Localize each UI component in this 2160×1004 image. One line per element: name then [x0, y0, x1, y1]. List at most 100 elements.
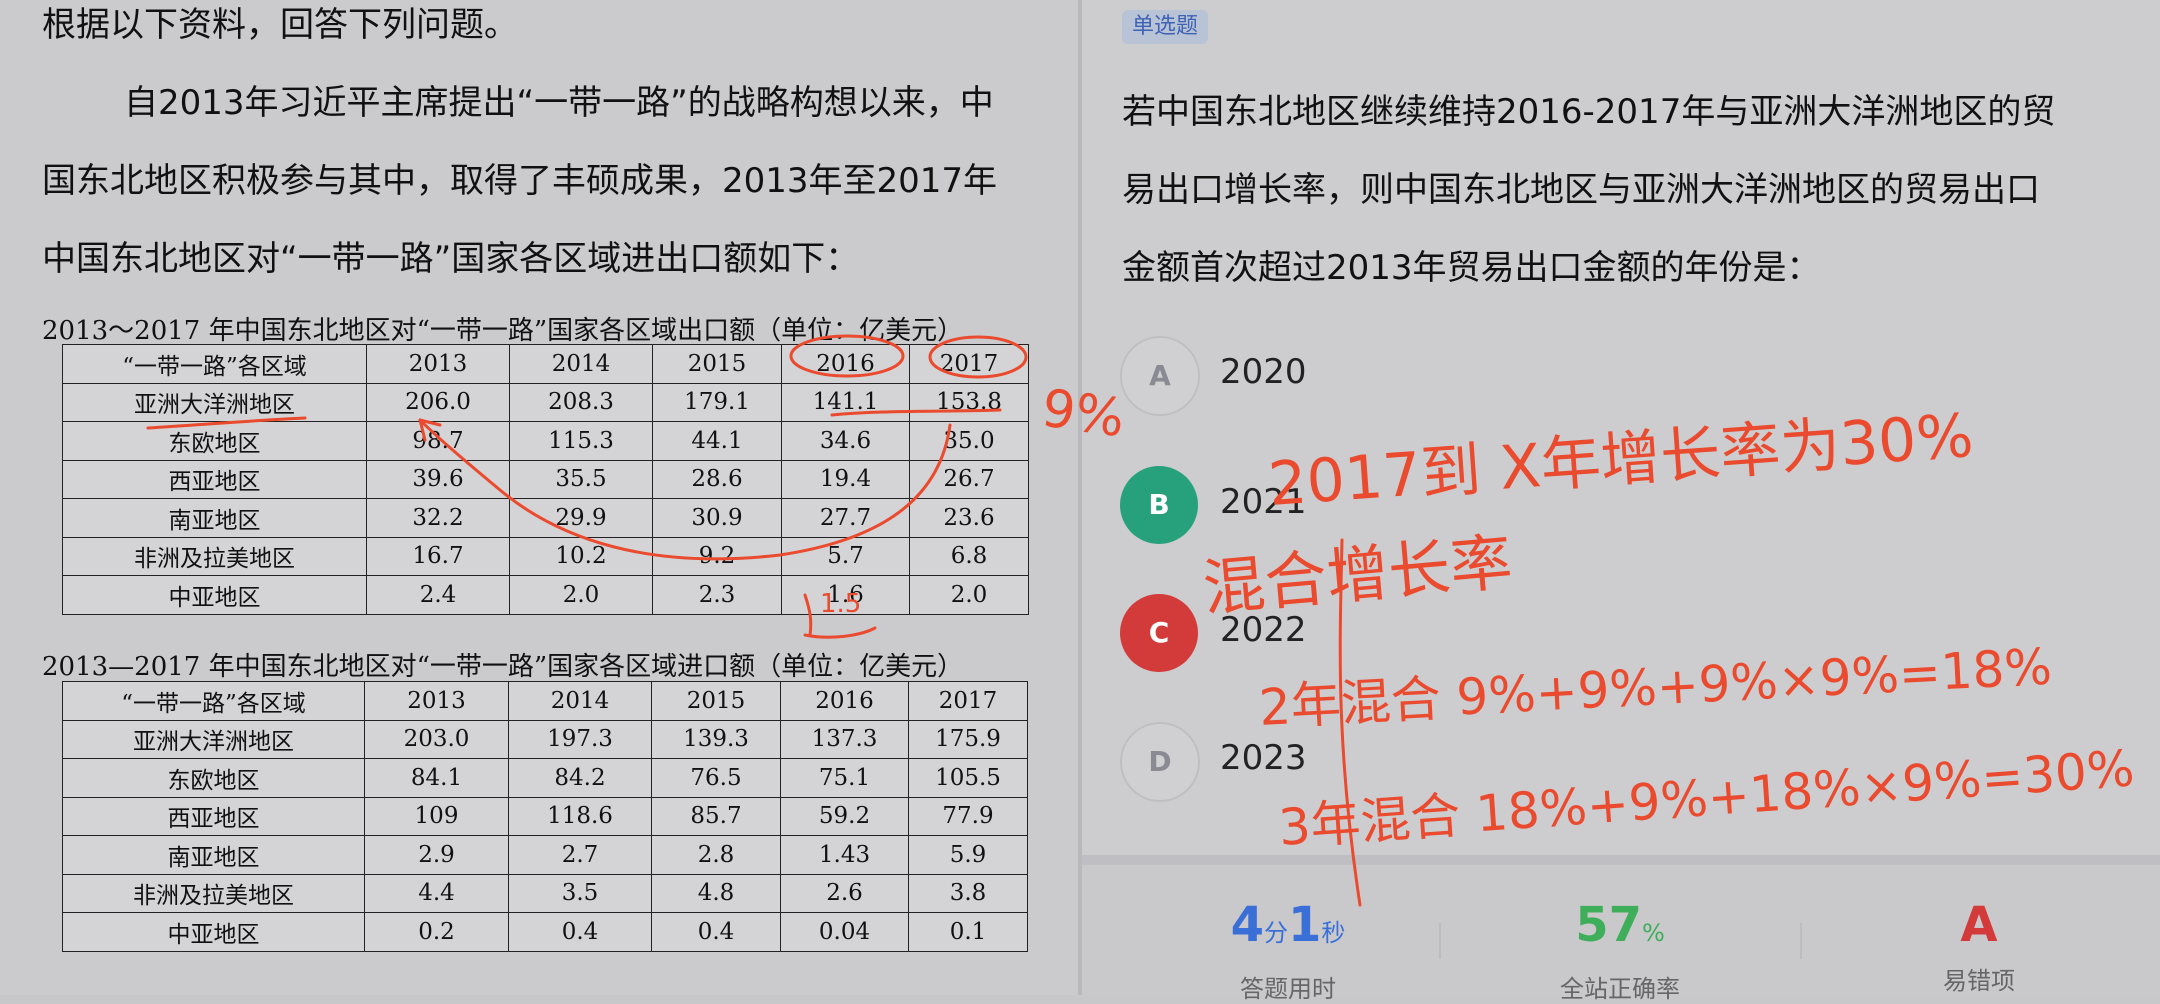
table-cell-value: 5.9 [908, 835, 1028, 875]
table-cell-value: 0.1 [908, 912, 1028, 952]
table-cell-value: 35.0 [909, 421, 1029, 461]
table-cell-value: 5.7 [781, 536, 910, 576]
table-cell-value: 2.0 [509, 575, 653, 615]
table-cell-value: 32.2 [366, 498, 510, 538]
option-text: 2021 [1220, 482, 1307, 522]
material-paragraph-line: 自2013年习近平主席提出“一带一路”的战略构想以来，中 [124, 83, 994, 123]
material-paragraph-line: 国东北地区积极参与其中，取得了丰硕成果，2013年至2017年 [42, 161, 998, 201]
option-letter-badge-correct: B [1120, 466, 1198, 544]
table-cell-value: 27.7 [781, 498, 910, 538]
table-row: 东欧地区 84.1 84.2 76.5 75.1 105.5 [62, 758, 1028, 798]
row-region-name: 东欧地区 [62, 421, 367, 461]
table-cell-value: 2.0 [909, 575, 1029, 615]
import-table: “一带一路”各区域 2013 2014 2015 2016 2017 亚洲大洋洲地区 203… [62, 681, 1028, 952]
table-cell-value: 75.1 [780, 758, 909, 798]
question-panel: 单选题 若中国东北地区继续维持2016-2017年与亚洲大洋洲地区的贸 易出口增… [1082, 0, 2160, 1003]
table-header-row: “一带一路”各区域 2013 2014 2015 2016 2017 [62, 344, 1029, 384]
table-cell-value: 3.5 [508, 873, 652, 913]
option-letter-badge-wrong: C [1120, 594, 1198, 672]
table-cell-value: 4.4 [364, 873, 509, 913]
table-row: 西亚地区 39.6 35.5 28.6 19.4 26.7 [62, 459, 1029, 499]
time-label: 答题用时 [1240, 975, 1336, 1003]
table-cell-value: 84.2 [508, 758, 652, 798]
row-region-name: 中亚地区 [62, 575, 367, 615]
stat-common-wrong: A 易错项 [1829, 895, 2129, 996]
row-region-name: 亚洲大洋洲地区 [62, 382, 367, 422]
option-a[interactable]: A 2020 [1120, 336, 1620, 416]
column-header-year: 2017 [908, 681, 1028, 721]
question-stem-line: 易出口增长率，则中国东北地区与亚洲大洋洲地区的贸易出口 [1122, 170, 2040, 210]
question-stem-line: 若中国东北地区继续维持2016-2017年与亚洲大洋洲地区的贸 [1122, 92, 2056, 132]
table-row: 亚洲大洋洲地区 206.0 208.3 179.1 141.1 153.8 [62, 382, 1029, 422]
column-header-year: 2015 [651, 681, 781, 721]
table-cell-value: 118.6 [508, 796, 652, 836]
panel-divider [1078, 0, 1082, 995]
column-header-year: 2013 [366, 344, 510, 384]
option-c[interactable]: C 2022 [1120, 594, 1620, 674]
table-cell-value: 2.7 [508, 835, 652, 875]
table-cell-value: 0.4 [651, 912, 781, 952]
table-cell-value: 1.43 [780, 835, 909, 875]
stats-separator [1800, 923, 1802, 959]
row-region-name: 亚洲大洋洲地区 [62, 719, 365, 759]
table-cell-value: 2.9 [364, 835, 509, 875]
table-cell-value: 2.8 [651, 835, 781, 875]
table-cell-value: 2.4 [366, 575, 510, 615]
table-row: 亚洲大洋洲地区 203.0 197.3 139.3 137.3 175.9 [62, 719, 1028, 759]
table-cell-value: 153.8 [909, 382, 1029, 422]
export-table-caption: 2013～2017 年中国东北地区对“一带一路”国家各区域出口额（单位：亿美元） [42, 316, 964, 346]
table-header-row: “一带一路”各区域 2013 2014 2015 2016 2017 [62, 681, 1028, 721]
table-row: 非洲及拉美地区 4.4 3.5 4.8 2.6 3.8 [62, 873, 1028, 913]
question-stem-line: 金额首次超过2013年贸易出口金额的年份是： [1122, 248, 1821, 288]
option-text: 2023 [1220, 738, 1307, 778]
table-cell-value: 84.1 [364, 758, 509, 798]
table-row: 中亚地区 2.4 2.0 2.3 1.6 2.0 [62, 575, 1029, 615]
table-row: 东欧地区 98.7 115.3 44.1 34.6 35.0 [62, 421, 1029, 461]
accuracy-value: 57% [1575, 897, 1665, 953]
table-cell-value: 105.5 [908, 758, 1028, 798]
material-intro: 根据以下资料，回答下列问题。 [42, 5, 518, 45]
column-header-year: 2014 [508, 681, 652, 721]
option-d[interactable]: D 2023 [1120, 722, 1620, 802]
table-cell-value: 0.04 [780, 912, 909, 952]
table-cell-value: 197.3 [508, 719, 652, 759]
row-region-name: 西亚地区 [62, 796, 365, 836]
table-cell-value: 30.9 [652, 498, 782, 538]
question-type-tag: 单选题 [1122, 10, 1209, 44]
column-header-year: 2013 [364, 681, 509, 721]
table-cell-value: 0.2 [364, 912, 509, 952]
stats-separator [1439, 923, 1441, 959]
column-header-region: “一带一路”各区域 [62, 344, 367, 384]
table-cell-value: 39.6 [366, 459, 510, 499]
table-cell-value: 85.7 [651, 796, 781, 836]
time-value: 4分1秒 [1230, 897, 1346, 953]
table-cell-value: 175.9 [908, 719, 1028, 759]
option-b[interactable]: B 2021 [1120, 466, 1620, 546]
stat-accuracy: 57% 全站正确率 [1470, 895, 1770, 1004]
row-region-name: 东欧地区 [62, 758, 365, 798]
column-header-year: 2017 [909, 344, 1029, 384]
table-cell-value: 137.3 [780, 719, 909, 759]
table-cell-value: 35.5 [509, 459, 653, 499]
table-cell-value: 76.5 [651, 758, 781, 798]
table-cell-value: 28.6 [652, 459, 782, 499]
common-wrong-value: A [1960, 897, 1998, 953]
table-cell-value: 139.3 [651, 719, 781, 759]
column-header-year: 2016 [781, 344, 910, 384]
table-cell-value: 34.6 [781, 421, 910, 461]
table-cell-value: 206.0 [366, 382, 510, 422]
table-cell-value: 23.6 [909, 498, 1029, 538]
row-region-name: 西亚地区 [62, 459, 367, 499]
table-cell-value: 141.1 [781, 382, 910, 422]
column-header-year: 2015 [652, 344, 782, 384]
stat-time: 4分1秒 答题用时 [1138, 895, 1438, 1004]
table-row: 中亚地区 0.2 0.4 0.4 0.04 0.1 [62, 912, 1028, 952]
export-table: “一带一路”各区域 2013 2014 2015 2016 2017 亚洲大洋洲地区 206… [62, 344, 1029, 615]
table-cell-value: 2.6 [780, 873, 909, 913]
row-region-name: 南亚地区 [62, 835, 365, 875]
table-row: 南亚地区 2.9 2.7 2.8 1.43 5.9 [62, 835, 1028, 875]
table-cell-value: 179.1 [652, 382, 782, 422]
table-cell-value: 6.8 [909, 536, 1029, 576]
column-header-year: 2014 [509, 344, 653, 384]
table-cell-value: 16.7 [366, 536, 510, 576]
